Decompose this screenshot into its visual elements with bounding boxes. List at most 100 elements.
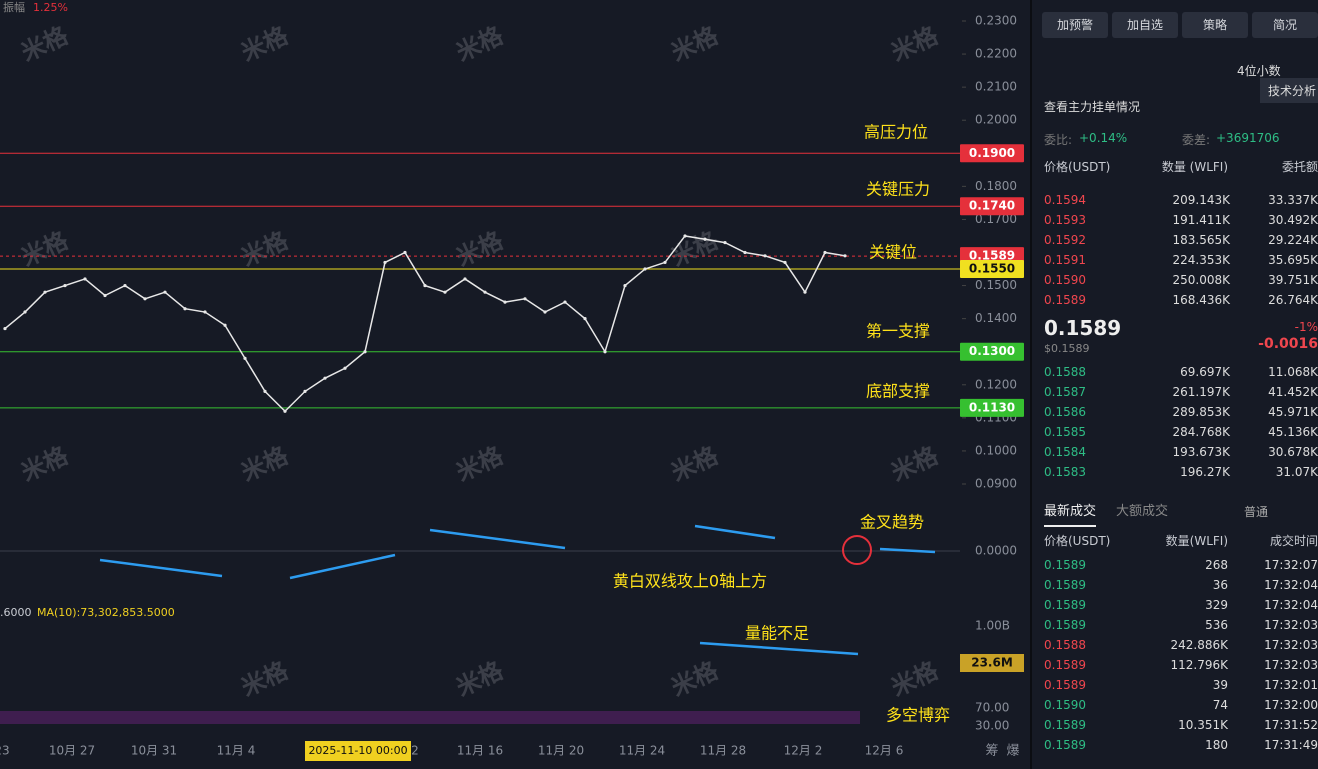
x-tick-label: 23 [0, 744, 10, 758]
trade-row: 0.1589 39 17:32:01 [1032, 675, 1318, 695]
cell: 35.695K [1268, 253, 1318, 267]
header-row: 价格(USDT) 数量 (WLFI) 委托额 [1032, 157, 1318, 177]
label: 4位小数 [1237, 64, 1281, 78]
book-row: 0.1589 168.436K 26.764K [1032, 290, 1318, 310]
cell: 536 [1205, 618, 1228, 632]
cell: 0.1590 [1044, 698, 1086, 712]
level-tag [960, 260, 1024, 279]
annotation: 关键位 [869, 243, 917, 262]
cell: 39 [1212, 678, 1228, 692]
cell: 268 [1205, 558, 1228, 572]
arrow [289, 553, 396, 580]
price-point [823, 250, 827, 255]
cell: 45.971K [1268, 405, 1318, 419]
y-tick-label: 0.1000 [975, 443, 1017, 457]
y-tick-label: 0.2000 [975, 113, 1017, 127]
corner: 筹 [985, 743, 998, 759]
cell: 224.353K [1172, 253, 1231, 267]
cell: 17:31:52 [1264, 718, 1318, 732]
price-point [743, 250, 747, 255]
button[interactable]: 简况 [1252, 12, 1318, 38]
vol-last: 23.6M [971, 656, 1013, 670]
button[interactable]: 加预警 [1042, 12, 1108, 38]
link: 查看主力挂单情况 [1044, 100, 1141, 114]
cell: 26.764K [1268, 293, 1318, 307]
price-point [503, 300, 507, 304]
price-point [723, 240, 727, 245]
cell: 168.436K [1172, 293, 1231, 307]
level-label: 0.1589 [969, 249, 1015, 263]
arrow [99, 558, 223, 578]
cell: 17:32:01 [1264, 678, 1318, 692]
book-row: 0.1586 289.853K 45.971K [1032, 402, 1318, 422]
price-point [483, 290, 487, 294]
cell: 0.1583 [1044, 465, 1086, 479]
cell: 0.1593 [1044, 213, 1086, 227]
annotation: 底部支撑 [866, 382, 930, 401]
book-row: 0.1593 191.411K 30.492K [1032, 210, 1318, 230]
annotation: 多空博弈 [886, 706, 950, 725]
level-label: 0.1740 [969, 199, 1015, 213]
book-row: 0.1594 209.143K 33.337K [1032, 190, 1318, 210]
price-point [703, 237, 707, 241]
price-point [243, 356, 247, 360]
last-price: 0.1589 [1044, 316, 1122, 340]
cell: 0.1589 [1044, 578, 1086, 592]
price-point [143, 297, 147, 301]
tab[interactable]: 最新成交 [1044, 500, 1097, 527]
rsi-tick: 70.00 [975, 701, 1009, 715]
price-point [803, 290, 807, 294]
book-row: 0.1592 183.565K 29.224K [1032, 230, 1318, 250]
y-tick-label: 0.1500 [975, 278, 1017, 292]
button[interactable]: 加自选 [1112, 12, 1178, 38]
cell: 329 [1205, 598, 1228, 612]
cell: 289.853K [1172, 405, 1231, 419]
level-label: 0.1300 [969, 344, 1015, 358]
cell: 0.1590 [1044, 273, 1086, 287]
y-tick-label: 0.2100 [975, 80, 1017, 94]
header-cell: 价格(USDT) [1044, 160, 1111, 174]
highlight-ring [842, 535, 872, 565]
price-point [303, 389, 307, 393]
x-tick-label: 10月 31 [131, 744, 177, 758]
side-panel: 加预警 加自选 策略 简况 4位小数 技术分析 查看主力挂单情况 委比: +0.14% 委差: +3… [1030, 0, 1318, 769]
cell: 242.886K [1170, 638, 1229, 652]
trade-row: 0.1588 242.886K 17:32:03 [1032, 635, 1318, 655]
macd-zero: 0.0000 [975, 544, 1017, 558]
price-point [543, 310, 547, 314]
label: +3691706 [1216, 131, 1280, 145]
label: 委比: [1044, 133, 1073, 147]
y-tick-label: 0.1800 [975, 179, 1017, 193]
y-tick-label: 0.2300 [975, 14, 1017, 28]
chart: 振幅 1.25% 米格 米格 米格 米格 米格米格 米格 米格 米格米格 米格 米格 米格 米格米格米… [0, 0, 1024, 761]
price-point [603, 350, 607, 354]
cell: 0.1589 [1044, 558, 1086, 572]
price-point [643, 267, 647, 271]
rsi-band [0, 711, 860, 724]
y-tick-label: 0.2200 [975, 47, 1017, 61]
cell: 17:32:04 [1264, 598, 1318, 612]
level-label: 0.1550 [969, 262, 1015, 276]
cell: 0.1588 [1044, 638, 1086, 652]
level-tag [960, 342, 1024, 361]
cell: 17:32:07 [1264, 558, 1318, 572]
amp-label: 振幅 [3, 0, 25, 14]
tab[interactable]: 大额成交 [1116, 504, 1169, 519]
trade-row: 0.1589 268 17:32:07 [1032, 555, 1318, 575]
cell: 0.1584 [1044, 445, 1086, 459]
arrow [429, 528, 566, 550]
cell: 193.673K [1172, 445, 1231, 459]
arrow [879, 547, 936, 554]
header-cell: 价格(USDT) [1044, 534, 1111, 548]
price-point [23, 310, 27, 314]
header-cell: 数量(WLFI) [1165, 534, 1228, 548]
label: +0.14% [1079, 131, 1128, 145]
last-usd: $0.1589 [1044, 342, 1090, 355]
y-tick-label: 0.0900 [975, 477, 1017, 491]
cell: 0.1592 [1044, 233, 1086, 247]
button[interactable]: 策略 [1182, 12, 1248, 38]
cell: 74 [1212, 698, 1228, 712]
cell: 36 [1212, 578, 1228, 592]
price-point [463, 277, 467, 281]
price-point [343, 366, 347, 370]
